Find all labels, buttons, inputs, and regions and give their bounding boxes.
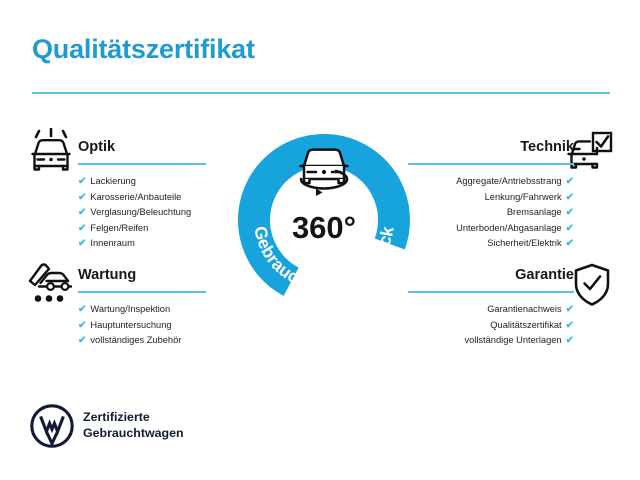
shield-check-icon [572,262,612,308]
section-wartung-heading: Wartung [78,267,137,283]
list-item: Unterboden/Abgasanlage ✔ [408,221,574,237]
car-checkbox-icon [566,130,614,176]
list-item: ✔ vollständiges Zubehör [78,333,206,349]
section-optik-list: ✔ Lackierung ✔ Karosserie/Anbauteile ✔ Verg… [78,174,206,252]
section-technik-divider [408,162,574,165]
check-icon: ✔ [78,222,87,234]
list-item-label: Sicherheit/Elektrik [487,238,562,249]
check-icon: ✔ [565,319,574,331]
vw-text-line1: Zertifizierte [83,410,150,424]
list-item: ✔ Wartung/Inspektion [78,302,206,318]
list-item: ✔ Innenraum [78,236,206,252]
section-garantie-list: Garantienachweis ✔ Qualitätszertifikat ✔ v… [408,302,574,349]
list-item: ✔ Hauptuntersuchung [78,318,206,334]
section-wartung-list: ✔ Wartung/Inspektion ✔ Hauptuntersuchung ✔… [78,302,206,349]
list-item-label: Garantienachweis [487,303,562,314]
check-icon: ✔ [565,175,574,187]
car-rotate-360-icon [299,148,349,196]
section-wartung: Wartung ✔ Wartung/Inspektion ✔ Hauptunters… [78,267,206,349]
check-icon: ✔ [78,238,87,250]
list-item-label: Lenkung/Fahrwerk [484,191,562,202]
title-divider [32,92,610,94]
check-icon: ✔ [78,191,87,203]
list-item-label: Felgen/Reifen [90,222,149,233]
list-item: ✔ Felgen/Reifen [78,221,206,237]
list-item-label: Verglasung/Beleuchtung [90,207,192,218]
list-item: Sicherheit/Elektrik ✔ [408,236,574,252]
list-item: Bremsanlage ✔ [408,205,574,221]
vw-certified-text: Zertifizierte Gebrauchtwagen [83,409,184,441]
section-technik-list: Aggregate/Antriebsstrang ✔ Lenkung/Fahrwe… [408,174,574,252]
list-item-label: Bremsanlage [506,207,562,218]
list-item-label: Unterboden/Abgasanlage [456,222,562,233]
list-item: ✔ Karosserie/Anbauteile [78,190,206,206]
list-item-label: vollständiges Zubehör [90,335,182,346]
check-icon: ✔ [78,319,87,331]
vw-text-line2: Gebrauchtwagen [83,426,184,440]
check-icon: ✔ [78,175,87,187]
check-icon: ✔ [565,303,574,315]
section-garantie-divider [408,290,574,293]
check-icon: ✔ [565,238,574,250]
page-title: Qualitätszertifikat [32,34,255,64]
section-optik: Optik ✔ Lackierung ✔ Karosserie/Anbauteile… [78,139,206,252]
check-icon: ✔ [565,335,574,347]
list-item: Qualitätszertifikat ✔ [408,318,574,334]
list-item: vollständige Unterlagen ✔ [408,333,574,349]
section-garantie: Garantie Garantienachweis ✔ Qualitätszert… [408,267,574,349]
section-technik: Technik Aggregate/Antriebsstrang ✔ Lenkun… [408,139,574,252]
list-item-label: Aggregate/Antriebsstrang [456,175,562,186]
vw-logo [30,404,74,448]
list-item: Garantienachweis ✔ [408,302,574,318]
list-item-label: Innenraum [90,238,135,249]
list-item-label: Hauptuntersuchung [90,319,172,330]
section-optik-heading: Optik [78,139,116,155]
list-item: ✔ Verglasung/Beleuchtung [78,205,206,221]
check-icon: ✔ [565,191,574,203]
check-icon: ✔ [78,207,87,219]
car-service-pen-icon [26,261,76,305]
section-technik-heading: Technik [520,139,574,155]
list-item-label: Wartung/Inspektion [90,303,171,314]
car-shine-icon [26,127,76,176]
360-check-badge: Gebrauchtwagen-Check [222,118,426,322]
section-wartung-divider [78,290,206,293]
check-icon: ✔ [565,222,574,234]
list-item: Aggregate/Antriebsstrang ✔ [408,174,574,190]
list-item: ✔ Lackierung [78,174,206,190]
list-item-label: Lackierung [90,175,136,186]
list-item: Lenkung/Fahrwerk ✔ [408,190,574,206]
section-garantie-heading: Garantie [515,267,574,283]
list-item-label: Karosserie/Anbauteile [90,191,182,202]
check-icon: ✔ [78,335,87,347]
section-optik-divider [78,162,206,165]
list-item-label: Qualitätszertifikat [490,319,562,330]
360-ring-graphic: Gebrauchtwagen-Check [238,134,410,306]
360-degrees-label: 360° [291,210,357,245]
list-item-label: vollständige Unterlagen [464,335,562,346]
check-icon: ✔ [565,207,574,219]
check-icon: ✔ [78,303,87,315]
